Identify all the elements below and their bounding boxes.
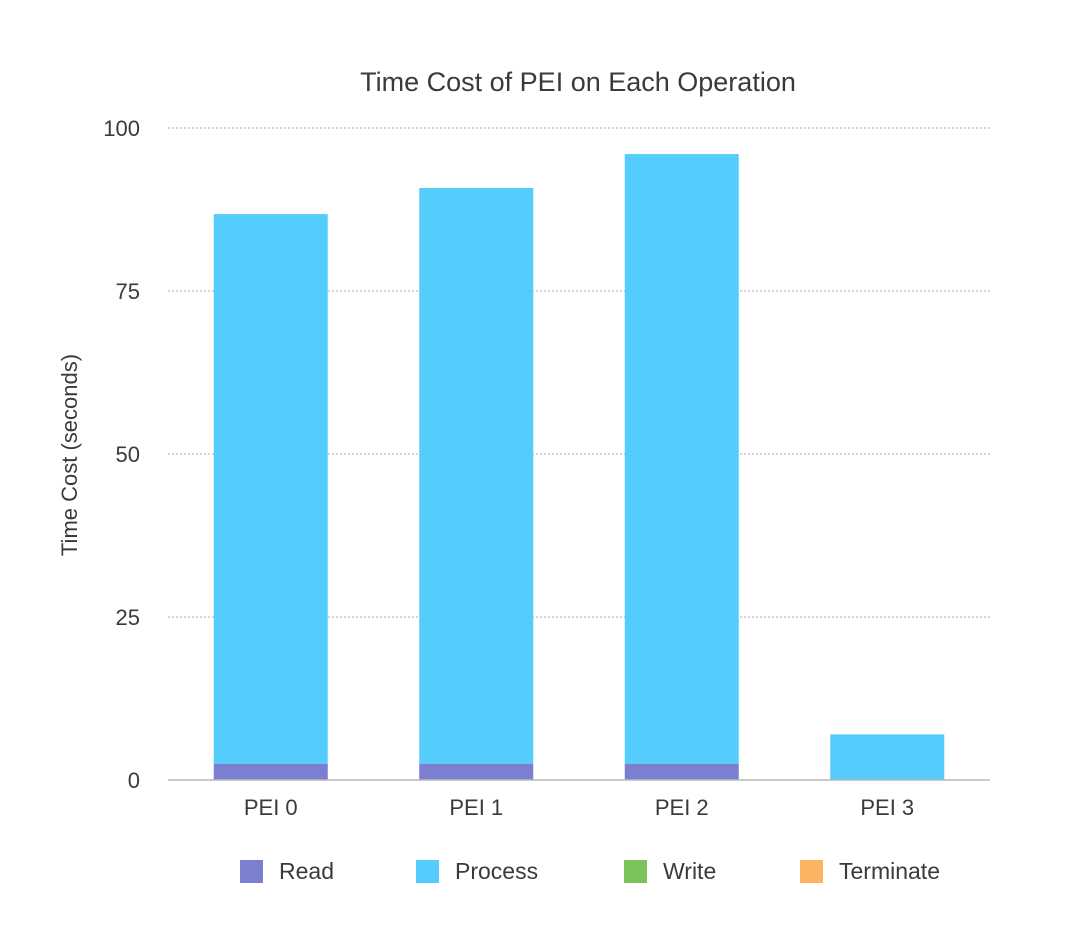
y-tick-label: 25 <box>116 605 140 630</box>
legend-label-write: Write <box>663 858 716 884</box>
y-tick-labels: 0 25 50 75 100 <box>103 116 140 793</box>
legend-label-process: Process <box>455 858 538 884</box>
bar-read-pei-2 <box>624 763 739 780</box>
y-tick-label: 100 <box>103 116 140 141</box>
x-tick-label: PEI 0 <box>244 795 298 820</box>
bar-process-pei-0 <box>213 214 328 764</box>
legend-swatch-write <box>624 860 647 883</box>
chart-title: Time Cost of PEI on Each Operation <box>360 67 796 97</box>
x-tick-label: PEI 1 <box>449 795 503 820</box>
bar-process-pei-3 <box>830 734 945 780</box>
x-tick-label: PEI 2 <box>655 795 709 820</box>
x-tick-label: PEI 3 <box>860 795 914 820</box>
bar-process-pei-2 <box>624 154 739 764</box>
y-tick-label: 0 <box>128 768 140 793</box>
legend-swatch-terminate <box>800 860 823 883</box>
legend-swatch-read <box>240 860 263 883</box>
legend-label-read: Read <box>279 858 334 884</box>
y-tick-label: 75 <box>116 279 140 304</box>
legend-label-terminate: Terminate <box>839 858 940 884</box>
y-axis-label: Time Cost (seconds) <box>57 354 82 556</box>
bar-process-pei-1 <box>419 187 534 764</box>
bar-read-pei-0 <box>213 763 328 780</box>
y-tick-label: 50 <box>116 442 140 467</box>
bars <box>213 154 945 780</box>
bar-read-pei-1 <box>419 763 534 780</box>
legend-swatch-process <box>416 860 439 883</box>
legend: Read Process Write Terminate <box>240 858 940 884</box>
x-tick-labels: PEI 0 PEI 1 PEI 2 PEI 3 <box>244 795 914 820</box>
